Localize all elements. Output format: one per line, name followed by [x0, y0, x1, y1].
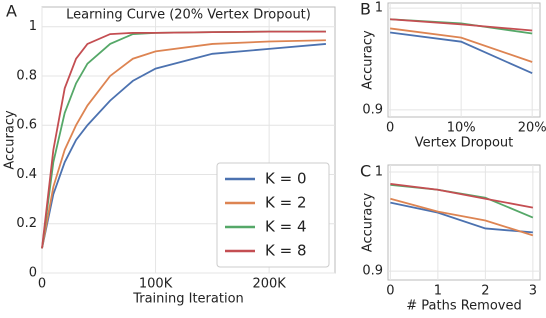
- y-tick-label: 0.8: [16, 68, 37, 83]
- panel-label: B: [360, 0, 371, 19]
- y-tick-label: 0: [29, 266, 37, 281]
- series-line: [390, 182, 534, 209]
- x-tick-label: 200K: [252, 277, 286, 292]
- y-axis-label: Accuracy: [361, 193, 376, 253]
- y-tick-label: 1: [375, 164, 383, 179]
- series-line: [390, 27, 533, 63]
- x-tick-label: 0: [386, 121, 394, 136]
- legend-label: K = 2: [265, 194, 306, 212]
- series-line: [390, 18, 533, 32]
- y-tick-label: 0.2: [16, 216, 37, 231]
- legend-box: [216, 162, 330, 268]
- x-tick-label: 2: [481, 284, 489, 299]
- series-line: [390, 31, 533, 75]
- x-tick-label: 0: [386, 284, 394, 299]
- x-tick-label: 0: [38, 277, 46, 292]
- series-line: [41, 39, 326, 249]
- legend-label: K = 8: [265, 242, 306, 260]
- legend-label: K = 0: [265, 170, 306, 188]
- y-axis-label: Accuracy: [361, 30, 376, 90]
- y-tick-label: 1: [29, 19, 37, 34]
- chart-title: Learning Curve (20% Vertex Dropout): [66, 8, 311, 23]
- series-line: [41, 43, 326, 249]
- y-tick-label: 0.4: [16, 167, 37, 182]
- y-tick-label: 1: [375, 1, 383, 16]
- y-tick-label: 0.6: [16, 118, 37, 133]
- x-tick-label: 3: [529, 284, 537, 299]
- x-axis-label: Vertex Dropout: [415, 136, 513, 151]
- y-tick-label: 0.9: [362, 102, 383, 117]
- y-axis-label: Accuracy: [3, 110, 18, 170]
- x-axis-label: # Paths Removed: [406, 299, 522, 314]
- x-tick-label: 20%: [518, 121, 546, 136]
- plot-area: [387, 2, 541, 118]
- series-line: [41, 30, 326, 249]
- x-tick-label: 1: [434, 284, 442, 299]
- x-tick-label: 10%: [447, 121, 476, 136]
- y-tick-label: 0.9: [362, 264, 383, 279]
- panel-label: A: [6, 2, 17, 21]
- x-tick-label: 100K: [139, 277, 173, 292]
- series-line: [390, 201, 533, 234]
- plot-area: [387, 164, 541, 281]
- x-axis-label: Training Iteration: [132, 292, 244, 307]
- series-line: [390, 197, 534, 237]
- panel-label: C: [360, 162, 371, 181]
- legend-label: K = 4: [265, 218, 306, 236]
